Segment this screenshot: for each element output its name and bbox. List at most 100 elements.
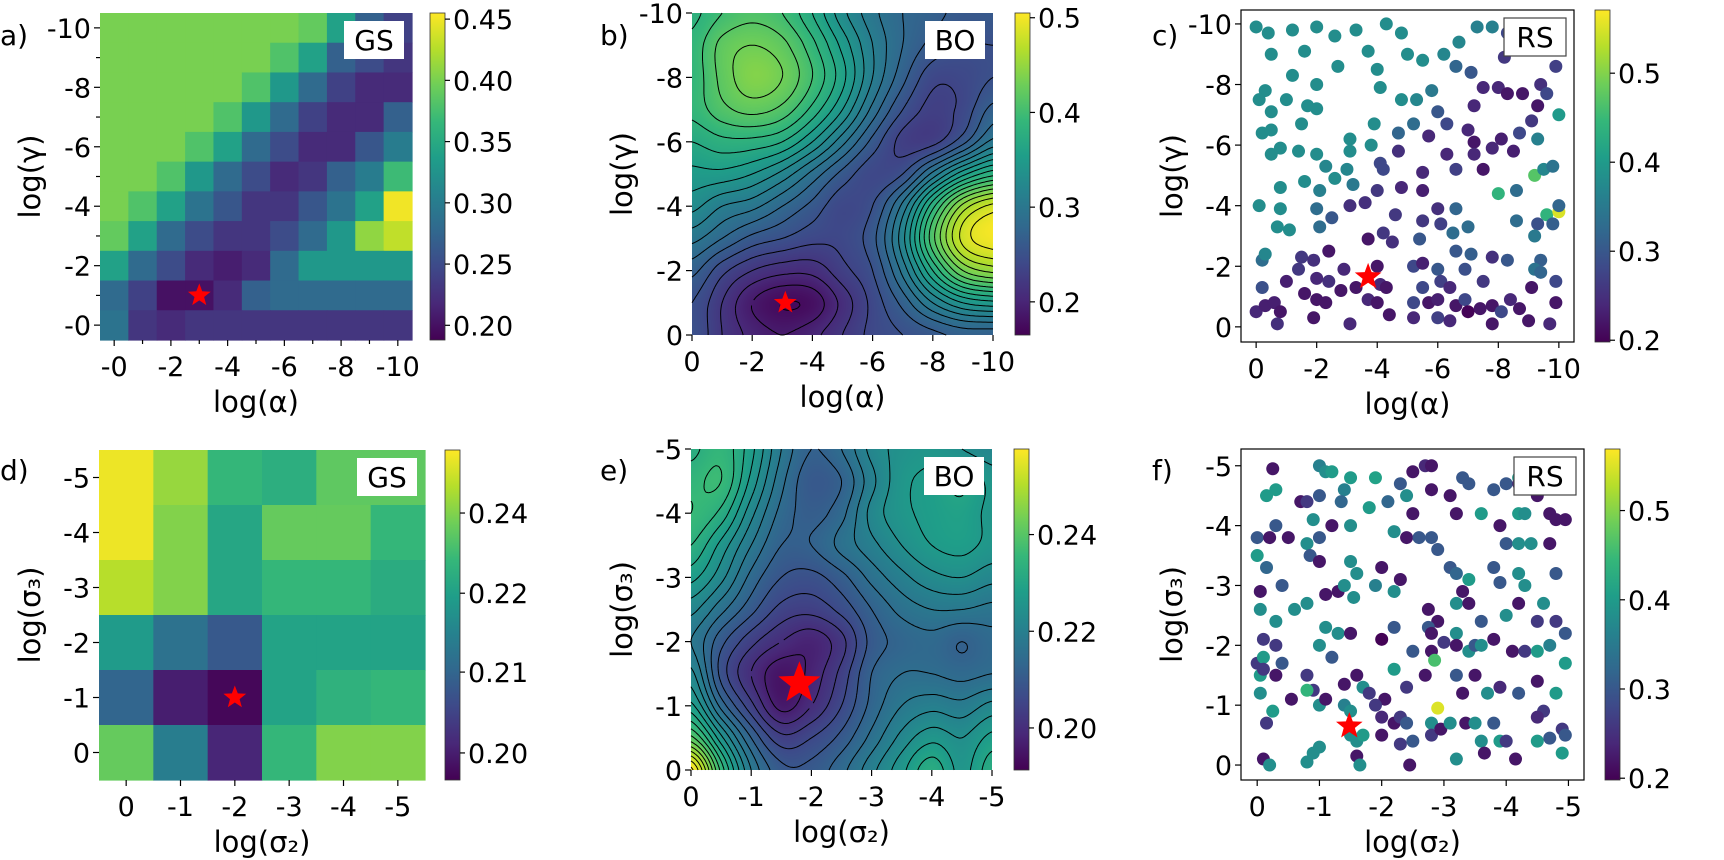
scatter-point bbox=[1255, 280, 1269, 294]
x-tick-label: 0 bbox=[118, 792, 135, 823]
scatter-point bbox=[1476, 162, 1490, 176]
heatmap-cell bbox=[213, 131, 243, 163]
heatmap-cell bbox=[185, 250, 215, 282]
colorbar-tick-label: 0.5 bbox=[1618, 59, 1661, 90]
y-tick-label: -0 bbox=[64, 311, 91, 342]
y-axis-label: log(σ₃) bbox=[13, 567, 47, 664]
scatter-point bbox=[1530, 734, 1544, 748]
scatter-point bbox=[1558, 513, 1572, 527]
scatter-point bbox=[1422, 129, 1436, 143]
y-tick-label: -5 bbox=[1205, 452, 1232, 483]
scatter-point bbox=[1437, 635, 1451, 649]
scatter-point bbox=[1269, 668, 1283, 682]
scatter-point bbox=[1509, 184, 1523, 198]
y-axis-label: log(σ₃) bbox=[605, 561, 639, 658]
scatter-point bbox=[1300, 537, 1314, 551]
scatter-point bbox=[1403, 758, 1417, 772]
scatter-point bbox=[1319, 587, 1333, 601]
y-tick-label: -2 bbox=[656, 257, 683, 288]
scatter-point bbox=[1394, 26, 1408, 40]
heatmap-cell bbox=[370, 560, 426, 616]
scatter-point bbox=[1279, 93, 1293, 107]
x-tick-label: -2 bbox=[739, 347, 766, 378]
heatmap-cell bbox=[270, 13, 300, 44]
heatmap-cell bbox=[355, 102, 385, 133]
method-badge bbox=[344, 21, 404, 59]
scatter-point bbox=[1462, 572, 1476, 586]
x-tick-label: -5 bbox=[1555, 792, 1582, 823]
x-tick-label: 0 bbox=[1249, 792, 1266, 823]
scatter-point bbox=[1400, 680, 1414, 694]
scatter-point bbox=[1424, 483, 1438, 497]
scatter-point bbox=[1337, 483, 1351, 497]
scatter-point bbox=[1549, 686, 1563, 700]
panel-label: a) bbox=[0, 19, 28, 52]
heatmap-cell bbox=[270, 250, 300, 282]
axes-frame bbox=[1240, 448, 1585, 781]
scatter-point bbox=[1449, 507, 1463, 521]
scatter-point bbox=[1449, 596, 1463, 610]
colorbar-tick-label: 0.4 bbox=[1618, 148, 1661, 179]
x-axis-label: log(α) bbox=[213, 385, 299, 419]
heatmap-cell bbox=[241, 280, 271, 311]
heatmap-cell bbox=[326, 310, 356, 341]
heatmap-cell bbox=[270, 102, 300, 133]
heatmap-cell bbox=[298, 191, 328, 222]
heatmap-cell bbox=[213, 72, 243, 103]
scatter-point bbox=[1494, 132, 1508, 146]
scatter-point bbox=[1310, 102, 1324, 116]
scatter-point bbox=[1356, 728, 1370, 742]
scatter-point bbox=[1361, 232, 1375, 246]
scatter-point bbox=[1421, 602, 1435, 616]
scatter-point bbox=[1443, 314, 1457, 328]
scatter-point bbox=[1298, 287, 1312, 301]
scatter-point bbox=[1476, 81, 1490, 95]
scatter-point bbox=[1260, 716, 1274, 730]
scatter-point bbox=[1358, 196, 1372, 210]
heatmap-cell bbox=[100, 72, 129, 103]
heatmap-cell bbox=[128, 42, 158, 74]
heatmap-cell bbox=[100, 280, 129, 311]
heatmap-cell bbox=[241, 250, 271, 282]
scatter-point bbox=[1263, 758, 1277, 772]
heatmap-cell bbox=[326, 102, 356, 133]
x-tick-label: -1 bbox=[738, 782, 765, 813]
x-tick-label: -4 bbox=[918, 782, 945, 813]
heatmap-cell bbox=[355, 221, 385, 252]
heatmap-cell bbox=[241, 191, 271, 222]
scatter-point bbox=[1416, 53, 1430, 67]
contour-line bbox=[691, 12, 994, 302]
scatter-point bbox=[1295, 117, 1309, 131]
scatter-point bbox=[1270, 317, 1284, 331]
heatmap-cell bbox=[383, 102, 413, 133]
scatter-point bbox=[1349, 280, 1363, 294]
scatter-point bbox=[1522, 314, 1536, 328]
scatter-point bbox=[1256, 662, 1270, 676]
y-tick-label: -2 bbox=[64, 252, 91, 283]
x-tick-label: -10 bbox=[971, 347, 1015, 378]
contour-line bbox=[691, 12, 994, 336]
heatmap-cell bbox=[128, 161, 158, 192]
scatter-point bbox=[1449, 752, 1463, 766]
scatter-point bbox=[1558, 728, 1572, 742]
heatmap-cell bbox=[156, 280, 186, 311]
y-tick-label: -6 bbox=[656, 128, 683, 159]
scatter-point bbox=[1416, 256, 1430, 270]
scatter-point bbox=[1385, 235, 1399, 249]
heatmap-cell bbox=[326, 191, 356, 222]
scatter-point bbox=[1558, 626, 1572, 640]
scatter-point bbox=[1391, 126, 1405, 140]
scatter-point bbox=[1370, 62, 1384, 76]
heatmap-cell bbox=[262, 505, 317, 561]
x-tick-label: -1 bbox=[167, 792, 194, 823]
contour-line bbox=[690, 448, 993, 771]
scatter-point bbox=[1344, 704, 1358, 718]
scatter-point bbox=[1416, 280, 1430, 294]
heatmap-cell bbox=[298, 102, 328, 133]
scatter-point bbox=[1288, 602, 1302, 616]
scatter-point bbox=[1443, 280, 1457, 294]
contour-line bbox=[691, 12, 994, 318]
scatter-point bbox=[1394, 93, 1408, 107]
heatmap-cell bbox=[383, 72, 413, 103]
y-tick-label: -8 bbox=[1205, 71, 1232, 102]
